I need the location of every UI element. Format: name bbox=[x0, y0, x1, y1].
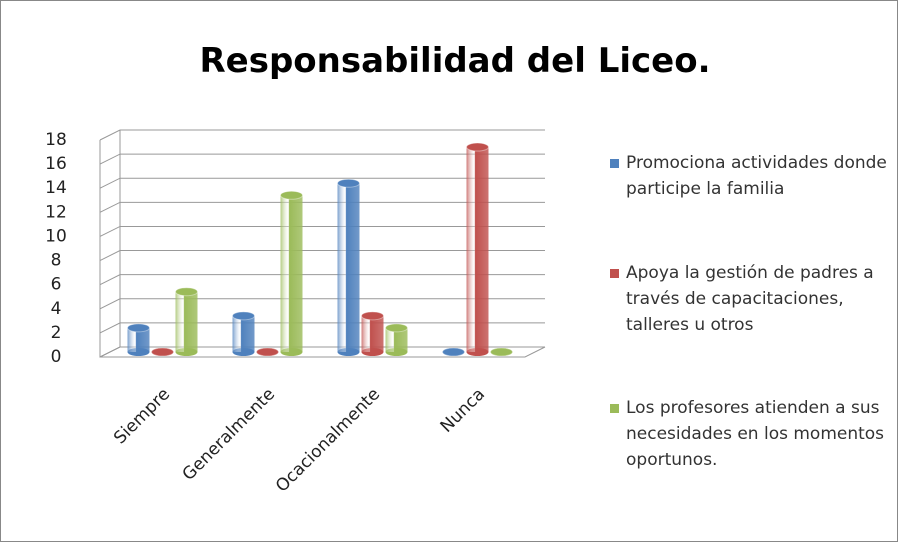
bar-body bbox=[361, 315, 384, 352]
y-tick-label: 12 bbox=[45, 202, 67, 222]
bar bbox=[466, 142, 489, 356]
grid-line bbox=[99, 201, 545, 213]
legend-label: Los profesores atienden a sus necesidade… bbox=[626, 398, 885, 470]
bar-body bbox=[232, 315, 255, 352]
grid-line bbox=[99, 153, 545, 165]
y-tick-label: 2 bbox=[51, 323, 62, 343]
bar bbox=[385, 323, 408, 356]
grid-line bbox=[99, 177, 545, 189]
bar bbox=[256, 347, 279, 357]
grid-line bbox=[99, 129, 545, 141]
bar bbox=[490, 347, 513, 357]
bar-top bbox=[127, 323, 150, 333]
bar-top bbox=[232, 311, 255, 321]
y-tick-label: 0 bbox=[51, 347, 62, 367]
y-tick-label: 6 bbox=[51, 275, 62, 295]
bar-top bbox=[385, 323, 408, 333]
y-tick-label: 10 bbox=[45, 226, 67, 246]
bar-top bbox=[337, 178, 360, 188]
bar bbox=[337, 178, 360, 356]
bar-top bbox=[151, 347, 174, 357]
legend-item: Los profesores atienden a sus necesidade… bbox=[610, 395, 895, 473]
bar bbox=[127, 323, 150, 356]
bar bbox=[442, 347, 465, 357]
legend-swatch bbox=[610, 404, 619, 413]
y-tick-label: 18 bbox=[45, 130, 67, 150]
bar-body bbox=[466, 147, 489, 352]
bar-body bbox=[127, 327, 150, 352]
bar-top bbox=[442, 347, 465, 357]
bar-body bbox=[175, 291, 198, 352]
legend-label: Apoya la gestión de padres a través de c… bbox=[626, 263, 874, 335]
bar bbox=[151, 347, 174, 357]
y-tick-label: 14 bbox=[45, 178, 67, 198]
bar bbox=[175, 287, 198, 356]
grid-line bbox=[99, 274, 545, 286]
y-tick-label: 4 bbox=[51, 299, 62, 319]
bar-top bbox=[280, 190, 303, 200]
bar-body bbox=[385, 327, 408, 352]
legend-item: Apoya la gestión de padres a través de c… bbox=[610, 260, 895, 338]
bar-top bbox=[466, 142, 489, 152]
bar-top bbox=[256, 347, 279, 357]
bar-top bbox=[361, 311, 384, 321]
legend-swatch bbox=[610, 159, 619, 168]
plot-floor bbox=[100, 346, 546, 358]
bar bbox=[361, 311, 384, 356]
bar bbox=[232, 311, 255, 356]
grid-line bbox=[99, 225, 545, 237]
bar bbox=[280, 190, 303, 356]
bar-top bbox=[175, 287, 198, 297]
bar-body bbox=[337, 183, 360, 352]
legend-swatch bbox=[610, 269, 619, 278]
grid-line bbox=[99, 298, 545, 310]
chart-title: Responsabilidad del Liceo. bbox=[199, 41, 710, 81]
bar-top bbox=[490, 347, 513, 357]
bar-body bbox=[280, 195, 303, 352]
legend-label: Promociona actividades donde participe l… bbox=[626, 153, 887, 199]
legend-item: Promociona actividades donde participe l… bbox=[610, 150, 895, 202]
y-tick-label: 16 bbox=[45, 154, 67, 174]
y-tick-label: 8 bbox=[51, 251, 62, 271]
grid-line bbox=[99, 322, 545, 334]
grid-line bbox=[99, 250, 545, 262]
